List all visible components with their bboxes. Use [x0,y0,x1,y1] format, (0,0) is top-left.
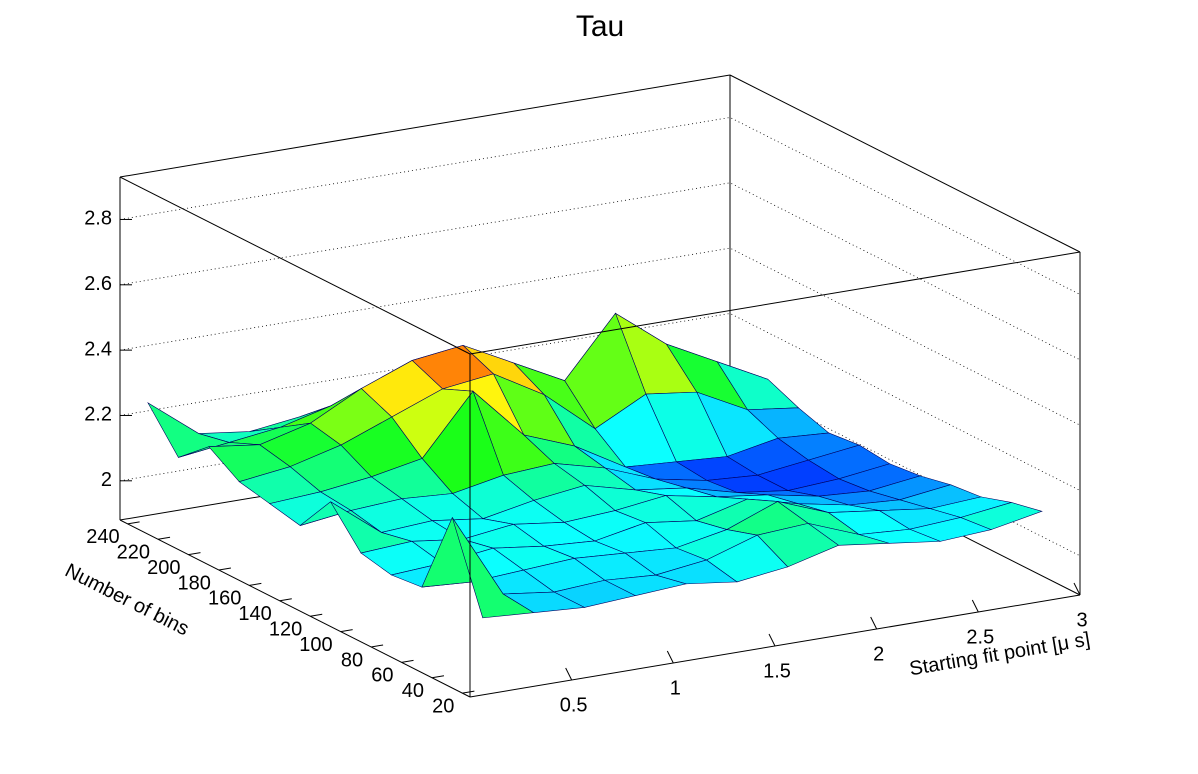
box-edge [119,74,731,178]
x-tick [971,599,979,613]
y-tick-label: 220 [117,542,150,564]
x-tick-label: 2.5 [966,626,994,648]
y-tick-label: 80 [341,649,363,671]
x-tick [768,633,776,647]
surface-cell [452,517,535,619]
y-tick [249,582,262,586]
z-tick-label: 2.6 [84,273,112,295]
y-tick [157,536,171,540]
x-tick-label: 3 [1076,609,1087,631]
y-tick [371,644,384,648]
z-tick-label: 2 [101,469,112,491]
box-edge [469,251,1081,355]
z-tick-label: 2.2 [84,404,112,426]
y-tick-label: 200 [147,557,180,579]
y-tick-label: 20 [432,695,454,717]
x-tick [870,616,878,630]
box-edge [119,176,471,355]
y-tick-label: 180 [178,572,211,594]
y-tick-label: 160 [208,588,241,610]
y-tick [310,613,323,617]
y-tick [218,567,231,571]
y-tick [462,690,475,694]
box-edge [119,519,471,698]
y-tick-label: 60 [371,665,393,687]
x-tick-label: 1 [670,677,681,699]
y-tick-label: 140 [238,603,271,625]
x-tick-label: 2 [873,643,884,665]
y-tick-label: 100 [299,634,332,656]
y-tick [401,659,414,663]
x-tick [1073,582,1081,596]
y-tick-label: 120 [269,618,302,640]
z-tick-label: 2.4 [84,338,112,360]
x-tick-label: 0.5 [560,694,588,716]
y-tick-label: 40 [402,680,424,702]
y-tick [431,675,445,679]
z-tick-label: 2.8 [84,208,112,230]
x-tick [565,667,573,681]
box-edge [729,74,1081,253]
y-tick [188,552,201,556]
y-tick-label: 240 [86,526,119,548]
x-tick [666,650,674,664]
chart-title: Tau [576,10,624,43]
x-tick-label: 1.5 [763,660,791,682]
y-tick [127,521,140,525]
y-tick [279,598,292,602]
y-tick [340,629,353,633]
